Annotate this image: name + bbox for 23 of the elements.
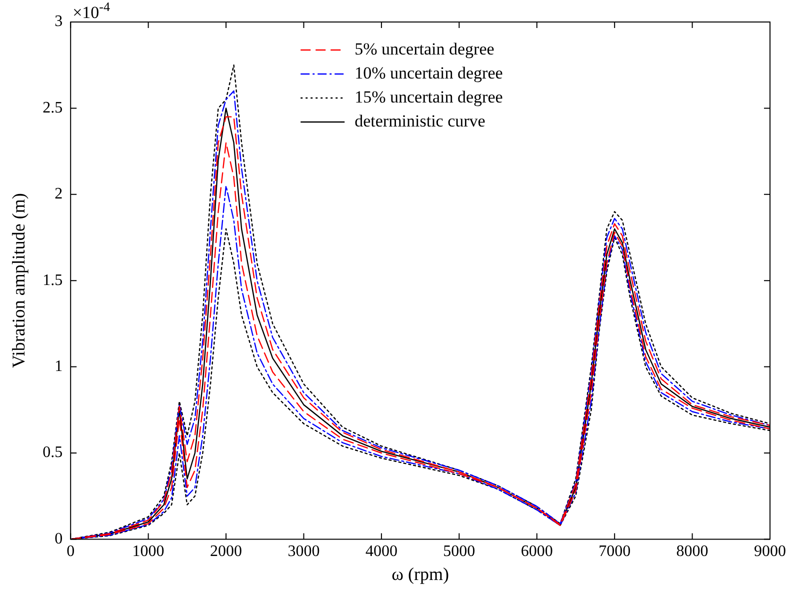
y-tick-label: 0 [54, 530, 63, 548]
legend-label: 15% uncertain degree [354, 87, 503, 106]
legend-label: deterministic curve [354, 111, 486, 130]
x-tick-label: 6000 [520, 543, 553, 560]
y-tick-label: 3 [54, 13, 63, 30]
y-tick-label: 1 [54, 358, 63, 376]
x-tick-label: 8000 [676, 543, 708, 560]
x-tick-label: 9000 [754, 543, 786, 560]
x-tick-label: 1000 [132, 543, 164, 560]
y-tick-label: 0.5 [42, 444, 63, 462]
x-tick-label: 3000 [288, 543, 320, 560]
y-tick-label: 1.5 [42, 272, 63, 289]
x-tick-label: 2000 [210, 543, 242, 560]
x-tick-label: 7000 [598, 543, 631, 560]
legend-label: 5% uncertain degree [354, 39, 494, 58]
y-axis-title: Vibration amplitude (m) [8, 193, 29, 368]
legend-label: 10% uncertain degree [354, 63, 503, 82]
y-tick-label: 2 [54, 186, 63, 203]
x-tick-label: 5000 [443, 543, 476, 560]
y-tick-label: 2.5 [42, 99, 63, 116]
x-axis-title: ω (rpm) [392, 564, 449, 584]
x-tick-label: 0 [66, 543, 75, 560]
x-tick-label: 4000 [365, 543, 398, 560]
